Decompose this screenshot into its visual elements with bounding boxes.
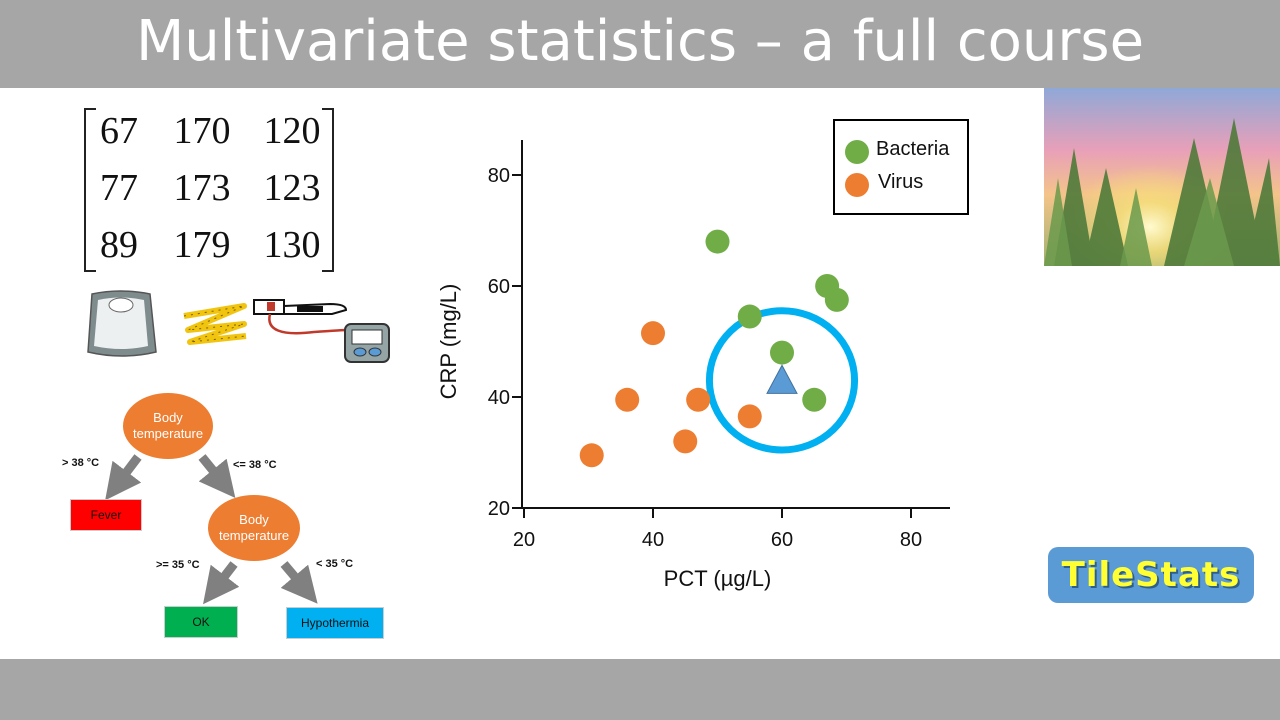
tree-root-node: Body temperature — [123, 393, 213, 459]
bacteria-point — [802, 387, 827, 412]
legend-virus-marker — [845, 173, 869, 197]
bacteria-point — [824, 287, 849, 312]
data-matrix: 67 170 120 77 173 123 89 179 130 — [84, 108, 334, 272]
blood-pressure-monitor-icon — [253, 299, 390, 363]
leaf-hypothermia: Hypothermia — [286, 607, 384, 639]
leaf-fever: Fever — [70, 499, 142, 531]
matrix-cell: 130 — [263, 224, 321, 266]
branch-label-normal: <= 38 °C — [233, 459, 277, 471]
tree-child-node: Body temperature — [208, 495, 300, 561]
leaf-ok: OK — [164, 606, 238, 638]
y-tick-label: 20 — [488, 498, 510, 520]
x-tick-label: 60 — [771, 529, 793, 551]
decision-tree-arrows — [105, 454, 318, 605]
y-axis-label: CRP (mg/L) — [436, 284, 461, 400]
tree-child-label: Body temperature — [218, 512, 290, 543]
y-tick-label: 60 — [488, 276, 510, 298]
weight-scale-icon — [87, 290, 157, 357]
matrix-cell: 179 — [173, 224, 231, 266]
footer-bar — [0, 659, 1280, 720]
virus-point — [686, 387, 711, 412]
y-tick-label: 80 — [488, 165, 510, 187]
x-tick-label: 40 — [642, 529, 664, 551]
bacteria-point — [770, 340, 794, 365]
arrow-to-ok — [203, 561, 240, 605]
virus-point — [579, 443, 604, 468]
folding-ruler-icon — [183, 303, 247, 345]
arrow-to-child-node — [198, 454, 236, 498]
legend-bacteria-label: Bacteria — [876, 138, 950, 160]
measurement-devices — [87, 290, 390, 363]
matrix-cell: 120 — [263, 110, 321, 152]
x-tick-label: 80 — [900, 529, 922, 551]
matrix-right-bracket — [322, 108, 334, 272]
virus-point — [673, 429, 698, 454]
matrix-cell: 173 — [173, 167, 231, 209]
branch-label-ok: >= 35 °C — [156, 559, 200, 571]
neighborhood-circle — [705, 307, 859, 454]
branch-label-hypothermia: < 35 °C — [316, 558, 354, 570]
title-bar — [0, 0, 1280, 88]
matrix-cell: 170 — [173, 110, 231, 152]
tree-root-label: Body temperature — [133, 410, 204, 441]
virus-point — [737, 404, 762, 429]
virus-point — [641, 321, 665, 346]
forest-sunset-painting — [1044, 88, 1280, 266]
y-tick-label: 40 — [488, 387, 510, 409]
bacteria-point — [705, 229, 730, 254]
slide-title: Multivariate statistics – a full course — [135, 9, 1145, 74]
legend-virus-label: Virus — [878, 171, 924, 193]
x-axis-label: PCT (µg/L) — [664, 566, 772, 591]
bacteria-point — [737, 304, 762, 329]
x-tick-label: 20 — [513, 529, 535, 551]
matrix-cell: 123 — [263, 167, 321, 209]
matrix-cell: 67 — [100, 110, 138, 152]
branch-label-fever: > 38 °C — [62, 457, 100, 469]
arrow-to-hypothermia — [280, 561, 318, 604]
tilestats-logo: TileStats — [1048, 547, 1254, 603]
query-point-triangle — [766, 364, 798, 394]
matrix-cell: 77 — [100, 167, 138, 209]
matrix-left-bracket — [84, 108, 96, 272]
matrix-cell: 89 — [100, 224, 138, 266]
chart-legend: Bacteria Virus — [833, 119, 969, 215]
legend-bacteria-marker — [845, 140, 869, 164]
virus-point — [615, 387, 640, 412]
arrow-to-fever — [105, 454, 142, 501]
